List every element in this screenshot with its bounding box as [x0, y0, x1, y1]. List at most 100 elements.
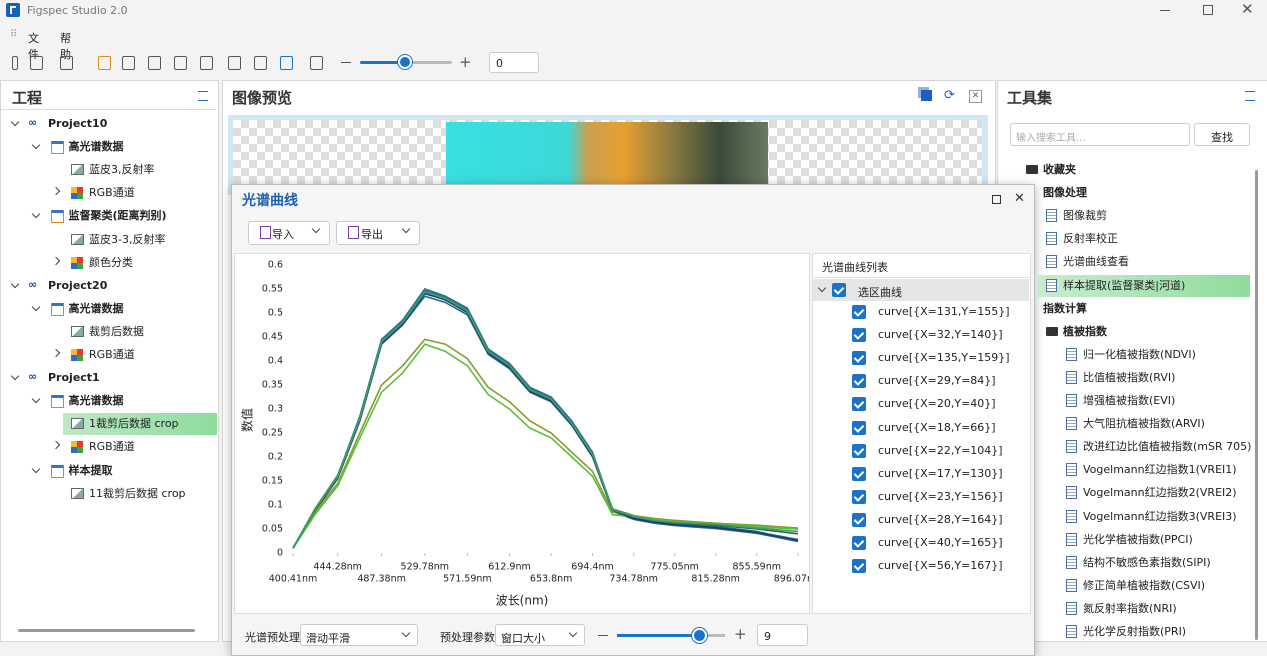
slider-minus[interactable]	[598, 635, 608, 636]
tree-label[interactable]: 蓝皮3-3,反射率	[89, 232, 166, 246]
panel-menu-icon[interactable]	[198, 91, 208, 101]
dialog-close[interactable]: ✕	[1014, 191, 1025, 206]
tool-label[interactable]: 指数计算	[1043, 301, 1087, 315]
curve-checkbox[interactable]	[852, 420, 866, 435]
close-button[interactable]: ✕	[1241, 0, 1254, 18]
tool-label[interactable]: 比值植被指数(RVI)	[1083, 370, 1176, 384]
tool-label[interactable]: 改进红边比值植被指数(mSR 705)	[1083, 440, 1252, 454]
tool-label[interactable]: Vogelmann红边指数3(VREI3)	[1083, 509, 1237, 523]
tree-label[interactable]: 颜色分类	[89, 255, 133, 269]
curve-checkbox[interactable]	[852, 466, 866, 481]
tree-label[interactable]: 高光谱数据	[68, 394, 124, 408]
search-input[interactable]: 输入搜索工具...	[1010, 123, 1190, 146]
tree-label[interactable]: 1裁剪后数据 crop	[89, 417, 179, 431]
tool-label[interactable]: 归一化植被指数(NDVI)	[1083, 347, 1196, 361]
tool-label[interactable]: 大气阻抗植被指数(ARVI)	[1083, 417, 1205, 431]
menu-item[interactable]: 文件	[28, 32, 39, 61]
tree-label[interactable]: Project20	[48, 278, 108, 292]
v-scrollbar[interactable]	[1255, 170, 1258, 640]
curve-name[interactable]: curve[{X=135,Y=159}]	[878, 351, 1010, 365]
curve-checkbox[interactable]	[852, 536, 866, 550]
tree-label[interactable]: Project1	[48, 371, 100, 385]
param-input[interactable]: 9	[757, 624, 808, 646]
tool-icon[interactable]	[228, 56, 241, 70]
tool-label[interactable]: 图像处理	[1043, 186, 1087, 200]
curve-name[interactable]: curve[{X=40,Y=165}]	[878, 536, 1003, 549]
tree-label[interactable]: RGB通道	[89, 348, 135, 361]
tool-label[interactable]: 反射率校正	[1063, 232, 1118, 246]
tree-label[interactable]: 裁剪后数据	[89, 324, 144, 338]
slider-thumb[interactable]	[692, 628, 707, 643]
tool-icon[interactable]	[148, 56, 161, 70]
zoom-plus[interactable]: +	[459, 53, 472, 71]
tool-icon[interactable]	[60, 56, 73, 70]
restore-button[interactable]	[1203, 5, 1213, 15]
tool-label[interactable]: 光化学反射指数(PRI)	[1083, 625, 1187, 638]
tool-label[interactable]: 植被指数	[1063, 324, 1107, 338]
tool-icon[interactable]	[30, 56, 43, 70]
tool-label[interactable]: 图像裁剪	[1063, 209, 1107, 223]
slider-plus[interactable]: +	[734, 625, 747, 643]
curve-checkbox[interactable]	[852, 443, 866, 458]
curve-name[interactable]: curve[{X=56,Y=167}]	[878, 559, 1003, 573]
curve-name[interactable]: curve[{X=28,Y=164}]	[878, 512, 1003, 526]
preprocess-select[interactable]: 滑动平滑	[300, 624, 418, 646]
tree-label[interactable]: 监督聚类(距离判别)	[68, 209, 167, 223]
curve-checkbox[interactable]	[852, 512, 866, 527]
tree-label[interactable]: RGB通道	[89, 186, 135, 200]
tree-label[interactable]: 高光谱数据	[68, 301, 124, 315]
curve-name[interactable]: curve[{X=131,Y=155}]	[878, 305, 1010, 318]
curve-checkbox[interactable]	[852, 374, 866, 389]
tool-label[interactable]: 氮反射率指数(NRI)	[1083, 601, 1177, 615]
zoom-thumb[interactable]	[398, 55, 412, 69]
tool-icon[interactable]	[254, 56, 267, 70]
menu-item[interactable]: 帮助	[60, 32, 71, 61]
tree-label[interactable]: RGB通道	[89, 440, 135, 454]
tool-label[interactable]: Vogelmann红边指数2(VREI2)	[1083, 486, 1237, 500]
curve-checkbox[interactable]	[852, 559, 866, 574]
tool-icon[interactable]	[310, 56, 323, 70]
curve-name[interactable]: curve[{X=20,Y=40}]	[878, 397, 996, 411]
tree-label[interactable]: 样本提取	[68, 463, 113, 477]
group-checkbox[interactable]	[832, 283, 846, 297]
curve-checkbox[interactable]	[852, 397, 866, 412]
tree-label[interactable]: 高光谱数据	[68, 140, 124, 154]
tool-icon[interactable]	[12, 56, 18, 70]
tool-label[interactable]: 增强植被指数(EVI)	[1083, 394, 1176, 407]
tool-label[interactable]: 光化学植被指数(PPCI)	[1083, 532, 1193, 546]
tool-label[interactable]: 修正简单植被指数(CSVI)	[1083, 578, 1206, 592]
curve-checkbox[interactable]	[852, 328, 866, 343]
tool-label[interactable]: Vogelmann红边指数1(VREI1)	[1083, 463, 1237, 477]
import-button[interactable]	[248, 221, 330, 245]
refresh-icon[interactable]: ⟳	[944, 88, 955, 103]
export-button[interactable]	[336, 221, 420, 245]
panel-icon[interactable]	[921, 90, 932, 101]
tree-label[interactable]: Project10	[48, 117, 108, 130]
tool-label[interactable]: 光谱曲线查看	[1063, 255, 1129, 269]
minimize-button[interactable]	[1160, 10, 1170, 11]
curve-checkbox[interactable]	[852, 489, 866, 504]
curve-name[interactable]: curve[{X=32,Y=140}]	[878, 328, 1003, 342]
tree-label[interactable]: 蓝皮3,反射率	[89, 163, 155, 177]
tool-icon[interactable]	[200, 56, 213, 70]
param-select[interactable]: 窗口大小	[495, 624, 585, 646]
curve-name[interactable]: curve[{X=29,Y=84}]	[878, 374, 996, 388]
curve-checkbox[interactable]	[852, 351, 866, 366]
h-scrollbar[interactable]	[18, 629, 195, 632]
tool-icon[interactable]	[122, 56, 135, 70]
curve-name[interactable]: curve[{X=17,Y=130}]	[878, 466, 1003, 480]
panel-menu-icon[interactable]	[1245, 91, 1255, 101]
tool-label[interactable]: 收藏夹	[1043, 163, 1076, 176]
tree-label[interactable]: 11裁剪后数据 crop	[89, 486, 186, 500]
curve-name[interactable]: curve[{X=23,Y=156}]	[878, 489, 1003, 503]
search-button[interactable]: 查找	[1194, 123, 1250, 146]
curve-name[interactable]: curve[{X=18,Y=66}]	[878, 420, 996, 434]
zoom-minus[interactable]	[341, 62, 351, 63]
tool-icon[interactable]	[280, 56, 293, 70]
tool-label[interactable]: 结构不敏感色素指数(SIPI)	[1083, 555, 1211, 569]
zoom-input[interactable]: 0	[489, 52, 539, 73]
tool-icon[interactable]	[98, 56, 111, 70]
curve-name[interactable]: curve[{X=22,Y=104}]	[878, 443, 1003, 457]
curve-checkbox[interactable]	[852, 305, 866, 319]
close-icon[interactable]: ✕	[969, 90, 982, 103]
